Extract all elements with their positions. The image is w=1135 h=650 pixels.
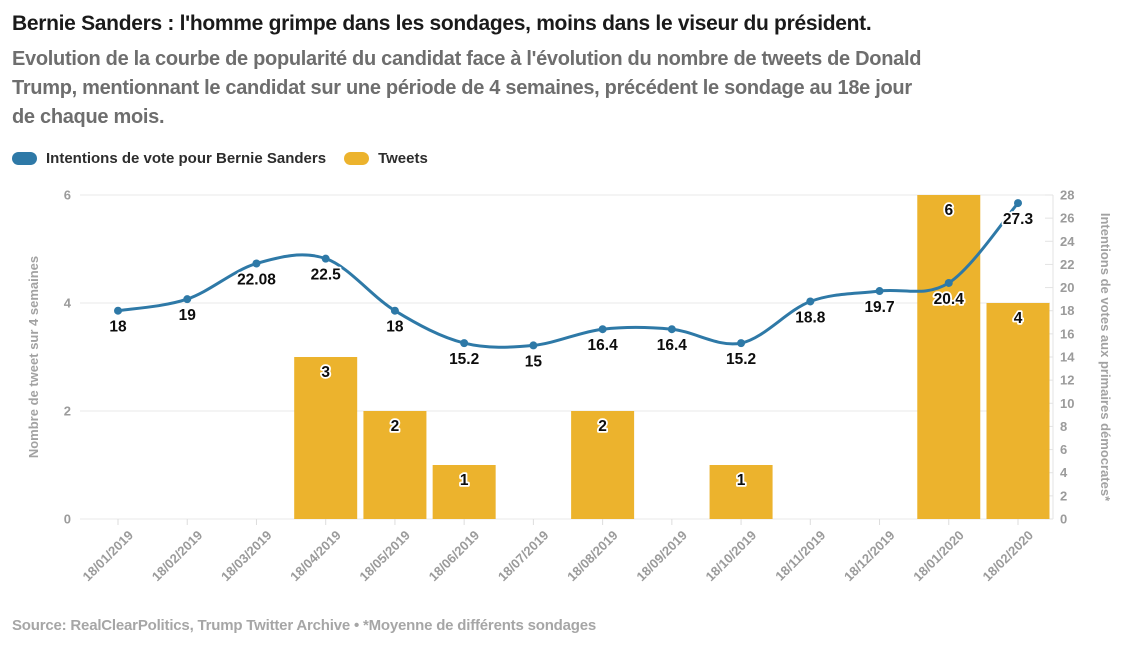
subtitle-line: Trump, mentionnant le candidat sur une p… bbox=[12, 77, 912, 99]
point-value-label: 16.4 bbox=[657, 337, 688, 354]
data-point[interactable] bbox=[875, 287, 884, 296]
x-axis-label: 18/11/2019 bbox=[772, 528, 828, 584]
right-axis-tick: 10 bbox=[1060, 396, 1074, 411]
bar-value-label: 1 bbox=[460, 472, 469, 489]
legend-swatch-icon bbox=[344, 152, 370, 165]
legend-item-votes: Intentions de vote pour Bernie Sanders bbox=[12, 150, 326, 167]
x-axis-label: 18/01/2019 bbox=[79, 528, 136, 585]
data-point[interactable] bbox=[598, 325, 607, 334]
data-point[interactable] bbox=[321, 254, 330, 263]
legend-swatch-icon bbox=[12, 152, 37, 165]
right-axis-tick: 24 bbox=[1060, 234, 1075, 249]
bar[interactable] bbox=[432, 465, 496, 519]
bar-value-label: 1 bbox=[737, 472, 746, 489]
right-axis-tick: 14 bbox=[1060, 350, 1075, 365]
right-axis-tick: 22 bbox=[1060, 257, 1074, 272]
right-axis-tick: 2 bbox=[1060, 488, 1067, 503]
bar[interactable] bbox=[294, 357, 358, 519]
subtitle-line: de chaque mois. bbox=[12, 106, 165, 128]
left-axis-tick: 0 bbox=[64, 512, 71, 527]
x-axis-label: 18/08/2019 bbox=[564, 528, 621, 585]
x-axis-label: 18/10/2019 bbox=[703, 528, 760, 585]
x-axis-label: 18/02/2020 bbox=[979, 528, 1036, 585]
right-axis-tick: 12 bbox=[1060, 373, 1074, 388]
right-axis-tick: 0 bbox=[1060, 512, 1067, 527]
x-axis-label: 18/02/2019 bbox=[149, 528, 206, 585]
bar-value-label: 2 bbox=[391, 418, 400, 435]
subtitle-line: Evolution de la courbe de popularité du … bbox=[12, 48, 922, 70]
right-axis-tick: 28 bbox=[1060, 188, 1074, 203]
data-point[interactable] bbox=[529, 341, 538, 350]
legend-item-label: Tweets bbox=[378, 150, 428, 167]
point-value-label: 18 bbox=[386, 319, 404, 336]
right-axis-tick: 26 bbox=[1060, 211, 1074, 226]
x-axis-label: 18/07/2019 bbox=[495, 528, 552, 585]
point-value-label: 27.3 bbox=[1003, 211, 1034, 228]
chart-title: Bernie Sanders : l'homme grimpe dans les… bbox=[12, 12, 872, 35]
data-point[interactable] bbox=[1014, 199, 1022, 208]
bar-value-label: 6 bbox=[944, 202, 953, 219]
legend-item-tweets: Tweets bbox=[344, 150, 428, 167]
right-axis-tick: 4 bbox=[1060, 465, 1068, 480]
left-axis-tick: 2 bbox=[64, 404, 71, 419]
bar[interactable] bbox=[709, 465, 773, 519]
bar-series: 3 2 1 2 1 6 4 bbox=[294, 195, 1050, 519]
bar[interactable] bbox=[917, 195, 981, 519]
x-axis-label: 18/12/2019 bbox=[841, 528, 898, 585]
x-axis-label: 18/09/2019 bbox=[633, 528, 690, 585]
right-axis-tick: 6 bbox=[1060, 442, 1067, 457]
right-axis-tick: 8 bbox=[1060, 419, 1067, 434]
source-note: Source: RealClearPolitics, Trump Twitter… bbox=[12, 617, 597, 634]
x-axis-label: 18/03/2019 bbox=[218, 528, 275, 585]
data-point[interactable] bbox=[390, 306, 399, 315]
bar-value-label: 3 bbox=[321, 364, 330, 381]
point-value-label: 15.2 bbox=[449, 351, 479, 368]
left-axis-tick: 4 bbox=[64, 296, 72, 311]
legend-item-label: Intentions de vote pour Bernie Sanders bbox=[46, 150, 327, 167]
right-axis-title: Intentions de votes aux primaires démocr… bbox=[1098, 213, 1113, 502]
point-value-label: 16.4 bbox=[588, 337, 619, 354]
point-value-label: 18 bbox=[109, 319, 127, 336]
data-point[interactable] bbox=[737, 339, 746, 348]
chart-subtitle: Evolution de la courbe de popularité du … bbox=[12, 45, 1130, 132]
gridlines: 0 2 4 6 bbox=[64, 188, 1050, 527]
right-axis-tick: 16 bbox=[1060, 326, 1074, 341]
right-axis-tick: 18 bbox=[1060, 303, 1074, 318]
x-axis: 18/01/2019 18/02/2019 18/03/2019 18/04/2019… bbox=[79, 519, 1036, 584]
point-value-label: 19.7 bbox=[864, 299, 894, 316]
point-value-label: 20.4 bbox=[934, 291, 965, 308]
point-value-label: 18.8 bbox=[795, 309, 826, 326]
line-series: 18 19 22.08 22.5 18 15.2 15 16.4 16.4 15.2 18.8 19.… bbox=[108, 199, 1035, 372]
data-point[interactable] bbox=[667, 325, 676, 334]
left-axis-tick: 6 bbox=[64, 188, 71, 203]
bar[interactable] bbox=[986, 303, 1050, 519]
left-axis-title: Nombre de tweet sur 4 semaines bbox=[26, 256, 41, 458]
right-axis-tick: 20 bbox=[1060, 280, 1074, 295]
data-point[interactable] bbox=[114, 306, 122, 315]
legend: Intentions de vote pour Bernie Sanders T… bbox=[12, 150, 428, 167]
bar-value-label: 4 bbox=[1014, 310, 1023, 327]
data-point[interactable] bbox=[183, 295, 192, 304]
data-point[interactable] bbox=[252, 259, 261, 268]
point-value-label: 15 bbox=[525, 353, 543, 370]
point-value-label: 22.08 bbox=[237, 272, 276, 289]
point-value-label: 19 bbox=[179, 307, 197, 324]
x-axis-label: 18/04/2019 bbox=[287, 528, 344, 585]
bar[interactable] bbox=[571, 411, 635, 519]
x-axis-label: 18/05/2019 bbox=[356, 528, 413, 585]
bar-value-label: 2 bbox=[598, 418, 607, 435]
data-point[interactable] bbox=[460, 339, 469, 348]
bar[interactable] bbox=[363, 411, 427, 519]
x-axis-label: 18/01/2020 bbox=[910, 528, 967, 585]
data-point[interactable] bbox=[944, 278, 953, 287]
point-value-label: 22.5 bbox=[311, 267, 342, 284]
point-value-label: 15.2 bbox=[726, 351, 756, 368]
data-point[interactable] bbox=[806, 297, 815, 306]
x-axis-label: 18/06/2019 bbox=[426, 528, 483, 585]
